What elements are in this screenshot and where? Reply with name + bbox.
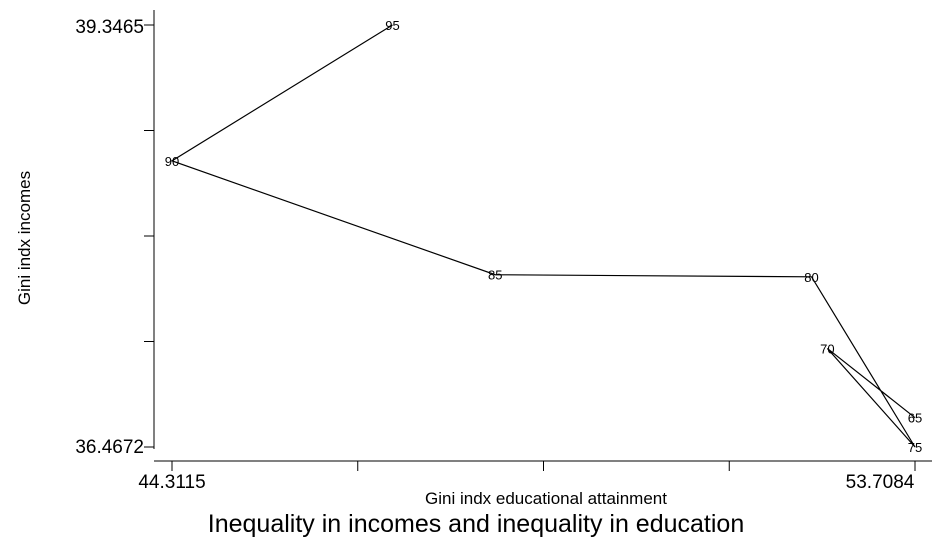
y-tick-label-bottom: 36.4672 xyxy=(75,437,144,458)
plot-area: 65 70 75 80 85 90 95 xyxy=(165,18,922,455)
x-tick-label-right: 53.7084 xyxy=(846,472,915,493)
point-label-75: 75 xyxy=(908,440,922,455)
point-label-95: 95 xyxy=(385,18,399,33)
x-tick-label-left: 44.3115 xyxy=(138,472,205,493)
point-label-80: 80 xyxy=(804,270,818,285)
y-axis: 39.3465 36.4672 Gini indx incomes xyxy=(15,10,155,458)
series-line xyxy=(170,24,916,448)
x-axis-title: Gini indx educational attainment xyxy=(425,489,667,508)
chart-title: Inequality in incomes and inequality in … xyxy=(208,510,744,538)
point-label-90: 90 xyxy=(165,154,179,169)
point-label-85: 85 xyxy=(488,268,502,283)
x-axis: 44.3115 53.7084 Gini indx educational at… xyxy=(138,460,932,508)
point-label-70: 70 xyxy=(820,341,834,356)
y-tick-label-top: 39.3465 xyxy=(75,17,144,38)
point-label-65: 65 xyxy=(908,411,922,426)
y-axis-title: Gini indx incomes xyxy=(15,171,34,305)
